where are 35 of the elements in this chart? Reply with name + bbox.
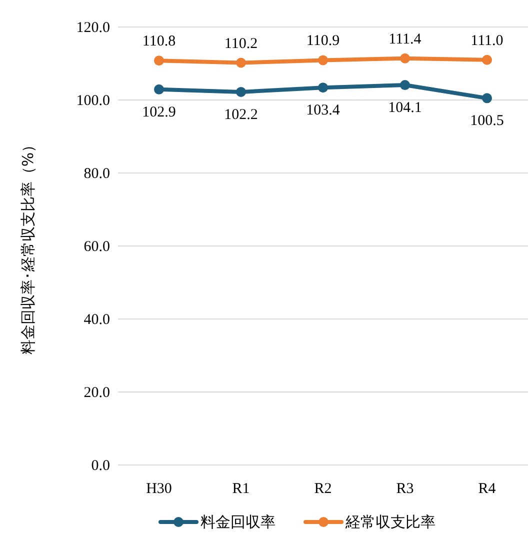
data-label: 111.4 (388, 31, 422, 48)
data-label: 110.2 (224, 36, 258, 52)
point (154, 84, 164, 94)
point (318, 55, 328, 66)
point (318, 82, 328, 93)
data-label: 111.0 (470, 32, 504, 49)
x-tick-label: R2 (314, 481, 332, 497)
data-label: 110.9 (306, 33, 340, 50)
y-tick-label: 40.0 (84, 312, 110, 328)
data-label: 103.4 (306, 102, 340, 119)
point (400, 80, 410, 90)
y-tick-label: 100.0 (76, 93, 110, 109)
data-label: 110.8 (142, 34, 176, 50)
y-axis-title: 料金回収率･経常収支比率（%） (19, 137, 37, 355)
data-label: 100.5 (470, 113, 504, 130)
point (482, 93, 492, 104)
point (154, 56, 164, 66)
point (236, 58, 246, 68)
y-tick-label: 0.0 (91, 458, 110, 474)
data-label: 102.9 (142, 104, 176, 120)
x-tick-label: H30 (146, 481, 172, 497)
legend-label: 料金回収率 (200, 513, 276, 531)
y-tick-label: 60.0 (84, 239, 110, 255)
y-tick-label: 80.0 (84, 166, 110, 182)
y-tick-label: 120.0 (76, 20, 110, 36)
data-label: 102.2 (224, 106, 258, 123)
point (482, 54, 492, 65)
point (400, 53, 410, 64)
x-tick-label: R3 (396, 481, 414, 497)
data-label: 104.1 (388, 100, 422, 116)
x-tick-label: R4 (478, 481, 496, 497)
y-tick-label: 20.0 (84, 385, 110, 401)
legend-label: 経常収支比率 (344, 513, 436, 531)
point (236, 86, 246, 97)
x-tick-label: R1 (232, 481, 250, 497)
